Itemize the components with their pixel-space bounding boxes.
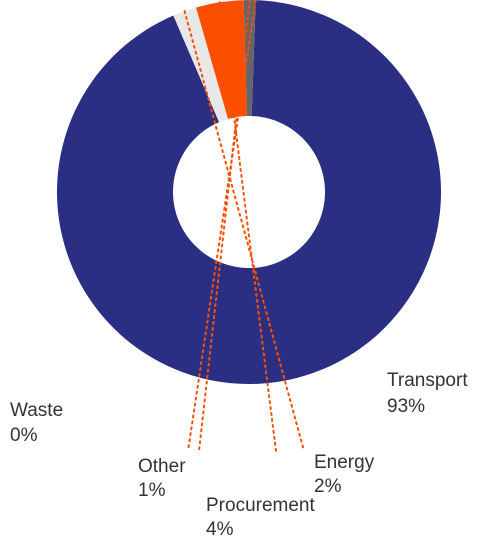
leader-other [198, 0, 251, 452]
label-transport-name: Transport [387, 370, 468, 391]
leader-lines [183, 0, 305, 452]
label-waste-name: Waste [10, 400, 63, 421]
label-other-name: Other [138, 456, 186, 477]
leader-energy [183, 10, 305, 452]
label-transport-value: 93% [387, 396, 425, 417]
donut-slices [56, 0, 442, 385]
label-waste-value: 0% [10, 425, 38, 446]
label-procurement-value: 4% [206, 519, 234, 538]
slice-transport [56, 0, 442, 385]
slice-procurement [196, 0, 247, 119]
label-energy-value: 2% [314, 476, 342, 497]
label-energy-name: Energy [314, 452, 375, 473]
slice-energy [173, 7, 229, 123]
leader-waste [187, 0, 257, 452]
label-procurement-name: Procurement [206, 495, 315, 516]
label-other-value: 1% [138, 480, 166, 501]
